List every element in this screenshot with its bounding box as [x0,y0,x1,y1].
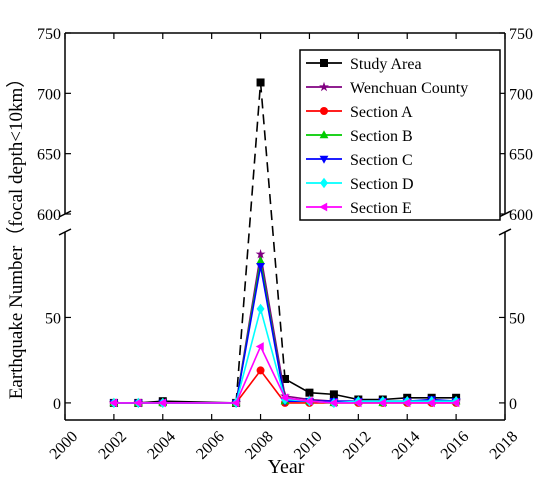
legend-marker [319,130,329,139]
series-layer [108,78,462,409]
y-tick-label-right: 0 [509,396,517,413]
legend-label: Section A [350,104,413,121]
data-point [329,398,338,408]
series-line-segment [259,266,286,402]
data-point [157,398,166,408]
x-tick-label: 2006 [193,428,228,463]
legend-marker [320,59,328,67]
axis-ticks: 2000 2002 2004 2006 2008 2010 2012 2014 2016 2018… [37,26,533,463]
legend-marker [319,155,329,164]
series-line-segment [284,378,310,394]
data-point [305,388,314,397]
series-wenchuan-county [108,249,462,408]
legend-marker [319,202,328,212]
y-tick-label-left: 650 [37,147,61,164]
x-tick-label: 2012 [340,428,375,463]
series-line-segment [284,396,310,402]
data-point [377,398,386,408]
axis-break-mark [58,228,72,236]
data-point [231,398,240,408]
legend-label: Section B [350,128,413,145]
y-tick-label-right: 50 [509,310,525,327]
series-line-segment [309,391,334,396]
series-section-e [109,342,460,408]
legend-marker [319,81,329,92]
data-point [256,256,265,265]
legend-label: Study Area [350,56,422,73]
data-point [426,398,435,408]
series-line-segment [284,395,310,401]
data-point [109,398,118,408]
series-line-segment [259,346,286,399]
y-tick-label-right: 600 [509,207,533,224]
series-line-segment [235,266,262,404]
x-tick-label: 2002 [95,428,130,463]
legend-label: Section D [350,176,414,193]
data-point [255,249,266,259]
series-line-segment [235,82,262,403]
y-axis-title: Earthquake Number（focal depth<10km） [5,69,27,399]
series-line-segment [333,393,359,401]
y-tick-label-right: 700 [509,86,533,103]
legend-label: Section C [350,152,413,169]
legend-marker [320,177,328,189]
legend-marker [320,107,328,115]
y-tick-label-left: 700 [37,86,61,103]
legend-label: Section E [350,200,412,217]
series-line-segment [259,308,286,400]
data-point [353,398,362,408]
data-point [281,374,289,383]
x-tick-label: 2016 [438,428,473,463]
data-point [255,342,264,351]
series-line-segment [235,308,262,404]
series-line-segment [235,369,262,404]
y-tick-label-left: 750 [37,26,61,43]
axis-break-mark [498,228,512,236]
series-line-segment [259,254,286,397]
series-section-b [109,256,461,407]
y-tick-label-right: 750 [509,26,533,43]
data-point [256,78,265,87]
y-tick-label-left: 600 [37,207,61,224]
x-tick-label: 2018 [487,428,522,463]
y-tick-label-left: 0 [53,396,61,413]
data-point [280,393,289,403]
data-point [256,303,265,315]
x-tick-label: 2004 [144,428,179,463]
data-point [256,262,265,271]
plot-frame [58,32,512,421]
y-tick-label-right: 650 [509,147,533,164]
data-point [329,390,338,399]
x-axis-title: Year [268,456,305,478]
x-tick-label: 2000 [47,428,82,463]
data-point [451,398,460,408]
series-line-segment [259,82,286,380]
data-point [133,398,142,408]
data-point [402,398,411,408]
data-point [256,366,265,375]
series-section-c [109,262,461,408]
legend: Study Area Wenchuan County Section A Sectio… [299,49,501,221]
data-point [304,396,313,406]
legend-label: Wenchuan County [350,80,468,97]
x-tick-label: 2014 [389,428,424,463]
y-tick-label-left: 50 [45,310,61,327]
series-line-segment [235,346,262,404]
